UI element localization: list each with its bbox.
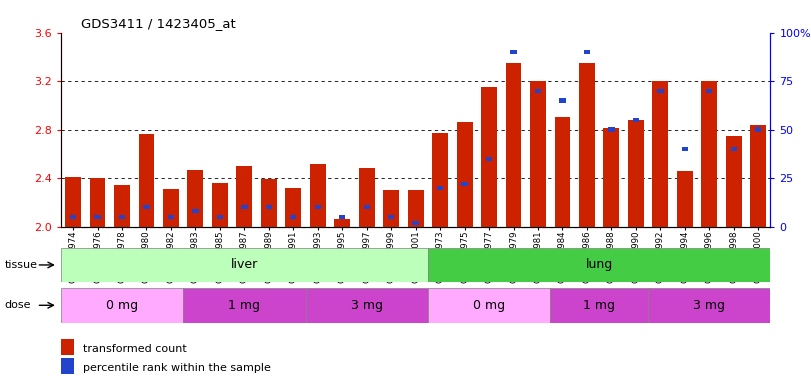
Bar (681, 147, 688, 151)
Bar (61, 358, 74, 374)
Bar (310, 164, 326, 227)
Bar (413, 220, 418, 225)
Bar (633, 118, 639, 122)
Text: liver: liver (230, 258, 258, 271)
Bar (428, 288, 550, 323)
Bar (608, 127, 615, 132)
Bar (61, 339, 74, 355)
Bar (457, 122, 473, 227)
Bar (192, 209, 199, 213)
Bar (61, 248, 428, 282)
Bar (266, 205, 272, 209)
Text: 3 mg: 3 mg (350, 299, 383, 312)
Bar (363, 205, 370, 209)
Bar (603, 128, 620, 227)
Bar (334, 219, 350, 227)
Bar (437, 185, 444, 190)
Bar (290, 215, 297, 219)
Bar (731, 147, 737, 151)
Text: GDS3411 / 1423405_at: GDS3411 / 1423405_at (81, 17, 236, 30)
Bar (584, 50, 590, 54)
Bar (306, 288, 428, 323)
Bar (652, 81, 668, 227)
Bar (461, 182, 468, 186)
Text: 0 mg: 0 mg (106, 299, 138, 312)
Bar (217, 215, 223, 219)
Bar (241, 205, 247, 209)
Bar (114, 185, 130, 227)
Bar (550, 288, 648, 323)
Bar (187, 170, 204, 227)
Bar (428, 248, 770, 282)
Bar (677, 171, 693, 227)
Bar (706, 89, 712, 93)
Bar (168, 215, 174, 219)
Bar (315, 205, 321, 209)
Bar (144, 205, 150, 209)
Text: 0 mg: 0 mg (473, 299, 505, 312)
Bar (408, 190, 423, 227)
Bar (339, 215, 345, 219)
Bar (183, 288, 306, 323)
Text: 1 mg: 1 mg (583, 299, 616, 312)
Bar (534, 89, 541, 93)
Bar (628, 120, 644, 227)
Text: lung: lung (586, 258, 613, 271)
Bar (384, 190, 399, 227)
Bar (61, 288, 183, 323)
Bar (358, 168, 375, 227)
Bar (119, 215, 125, 219)
Bar (486, 157, 492, 161)
Text: tissue: tissue (5, 260, 38, 270)
Text: 1 mg: 1 mg (229, 299, 260, 312)
Bar (530, 81, 546, 227)
Bar (139, 134, 154, 227)
Bar (212, 183, 228, 227)
Bar (432, 133, 448, 227)
Bar (70, 215, 76, 219)
Bar (657, 89, 663, 93)
Bar (555, 118, 570, 227)
Bar (285, 188, 301, 227)
Bar (702, 81, 717, 227)
Bar (560, 98, 565, 103)
Bar (510, 50, 517, 54)
Bar (163, 189, 179, 227)
Text: dose: dose (5, 300, 32, 310)
Bar (89, 178, 105, 227)
Bar (261, 179, 277, 227)
Bar (481, 87, 497, 227)
Bar (648, 288, 770, 323)
Text: 3 mg: 3 mg (693, 299, 725, 312)
Text: transformed count: transformed count (83, 344, 187, 354)
Bar (94, 215, 101, 219)
Bar (755, 127, 762, 132)
Bar (505, 63, 521, 227)
Bar (579, 63, 595, 227)
Bar (726, 136, 742, 227)
Bar (236, 166, 252, 227)
Bar (388, 215, 394, 219)
Bar (750, 125, 766, 227)
Text: percentile rank within the sample: percentile rank within the sample (83, 363, 271, 373)
Bar (65, 177, 81, 227)
